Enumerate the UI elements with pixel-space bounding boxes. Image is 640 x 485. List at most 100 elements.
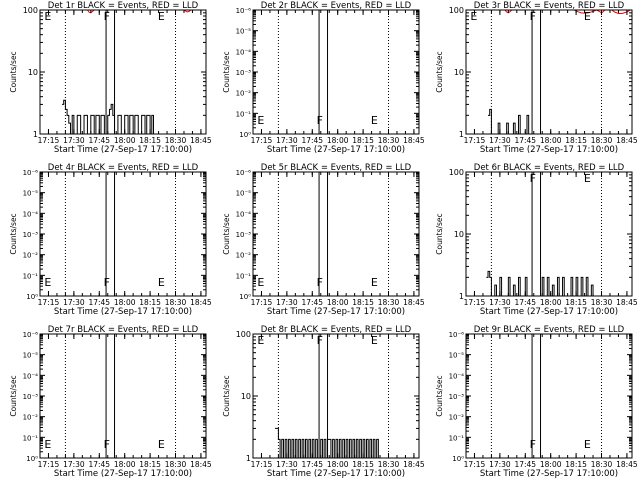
y-tick-label: 100	[236, 330, 251, 339]
y-tick-label: 10⁻⁵	[236, 190, 252, 198]
x-tick-label: 18:15	[352, 298, 374, 307]
x-axis-label: Start Time (27-Sep-17 17:10:00)	[54, 145, 192, 155]
y-tick-label: 100	[449, 6, 464, 15]
plot-frame	[39, 333, 207, 459]
x-tick-label: 18:15	[565, 136, 587, 145]
x-tick-label: 18:30	[378, 136, 400, 145]
y-tick-label: 10	[454, 68, 464, 77]
x-tick-label: 17:30	[276, 298, 298, 307]
y-tick-label: 10⁰	[239, 131, 251, 139]
panel-title: Det 4r BLACK = Events, RED = LLD	[48, 163, 199, 173]
x-tick-label: 18:30	[591, 298, 613, 307]
mode-marker: F	[104, 438, 110, 451]
mode-marker: F	[317, 114, 323, 127]
x-tick-label: 17:45	[514, 298, 536, 307]
x-tick-label: 18:15	[139, 136, 161, 145]
x-axis-label: Start Time (27-Sep-17 17:10:00)	[480, 145, 618, 155]
y-tick-label: 10⁻³	[236, 69, 252, 77]
mode-marker: E	[371, 114, 378, 127]
y-tick-label: 10⁻⁶	[23, 331, 39, 339]
y-tick-label: 10	[454, 230, 464, 239]
panel-title: Det 8r BLACK = Events, RED = LLD	[261, 325, 412, 335]
mode-marker: F	[317, 276, 323, 289]
x-tick-label: 17:30	[63, 136, 85, 145]
y-tick-label: 10⁻⁶	[236, 169, 252, 177]
y-tick-label: 10⁻⁶	[449, 331, 465, 339]
x-tick-label: 17:15	[251, 298, 273, 307]
x-tick-label: 18:00	[114, 136, 136, 145]
x-tick-label: 18:15	[352, 136, 374, 145]
mode-marker: F	[530, 172, 536, 185]
mode-marker: E	[44, 10, 51, 23]
x-tick-label: 18:45	[403, 136, 425, 145]
x-tick-label: 17:45	[88, 136, 110, 145]
panel-det-4r: Det 4r BLACK = Events, RED = LLD E F E 10⁰ 10…	[9, 163, 212, 317]
panel-title: Det 9r BLACK = Events, RED = LLD	[474, 325, 625, 335]
x-tick-label: 18:00	[327, 298, 349, 307]
y-axis-label: Counts/sec	[435, 213, 444, 254]
y-tick-label: 1	[459, 130, 464, 139]
x-axis-label: Start Time (27-Sep-17 17:10:00)	[267, 145, 405, 155]
x-tick-label: 17:15	[38, 298, 60, 307]
x-tick-label: 18:15	[352, 460, 374, 469]
y-tick-label: 10⁻²	[236, 90, 252, 98]
y-tick-label: 10⁰	[26, 293, 38, 301]
y-tick-label: 10⁰	[26, 455, 38, 463]
y-tick-label: 10	[28, 68, 38, 77]
plot-frame	[465, 9, 633, 135]
y-tick-label: 10⁻⁴	[449, 372, 465, 380]
panel-title: Det 7r BLACK = Events, RED = LLD	[48, 325, 199, 335]
x-tick-label: 18:45	[616, 298, 638, 307]
y-tick-label: 10⁻⁴	[236, 48, 252, 56]
mode-marker: F	[104, 10, 110, 23]
y-tick-label: 10⁻¹	[236, 272, 252, 280]
x-tick-label: 18:00	[327, 460, 349, 469]
y-axis-label: Counts/sec	[9, 213, 18, 254]
x-tick-label: 17:30	[489, 298, 511, 307]
y-tick-label: 10⁻¹	[449, 434, 465, 442]
x-tick-label: 17:45	[301, 136, 323, 145]
plot-frame	[39, 9, 207, 135]
mode-marker: E	[158, 276, 165, 289]
y-axis-label: Counts/sec	[9, 51, 18, 92]
x-axis-label: Start Time (27-Sep-17 17:10:00)	[54, 469, 192, 479]
y-axis-label: Counts/sec	[435, 375, 444, 416]
mode-marker: E	[470, 10, 477, 23]
plot-frame	[252, 171, 420, 297]
x-tick-label: 18:45	[616, 460, 638, 469]
panel-det-5r: Det 5r BLACK = Events, RED = LLD E F E 10⁰ 10…	[222, 163, 425, 317]
y-axis-label: Counts/sec	[222, 51, 231, 92]
x-tick-label: 17:30	[276, 136, 298, 145]
events-series-line	[488, 108, 530, 135]
y-tick-label: 10⁻¹	[236, 110, 252, 118]
plot-frame	[39, 171, 207, 297]
x-tick-label: 17:30	[276, 460, 298, 469]
x-tick-label: 17:45	[514, 460, 536, 469]
x-tick-label: 18:00	[540, 136, 562, 145]
x-tick-label: 18:30	[165, 298, 187, 307]
y-tick-label: 10⁻²	[23, 414, 39, 422]
x-tick-label: 18:00	[114, 460, 136, 469]
x-tick-label: 18:45	[190, 298, 212, 307]
x-tick-label: 17:30	[63, 298, 85, 307]
mode-marker: F	[317, 334, 323, 347]
y-tick-label: 10⁻⁵	[449, 352, 465, 360]
x-axis-label: Start Time (27-Sep-17 17:10:00)	[480, 307, 618, 317]
x-tick-label: 17:30	[489, 460, 511, 469]
x-tick-label: 17:45	[88, 460, 110, 469]
mode-marker: E	[371, 276, 378, 289]
x-tick-label: 17:15	[251, 136, 273, 145]
x-tick-label: 17:45	[301, 298, 323, 307]
x-tick-label: 18:30	[378, 460, 400, 469]
y-tick-label: 100	[23, 6, 38, 15]
y-tick-label: 10⁻⁵	[236, 28, 252, 36]
mode-marker: F	[104, 276, 110, 289]
y-axis-label: Counts/sec	[222, 375, 231, 416]
mode-marker: E	[44, 276, 51, 289]
y-tick-label: 10⁻⁵	[23, 352, 39, 360]
x-tick-label: 18:00	[540, 460, 562, 469]
